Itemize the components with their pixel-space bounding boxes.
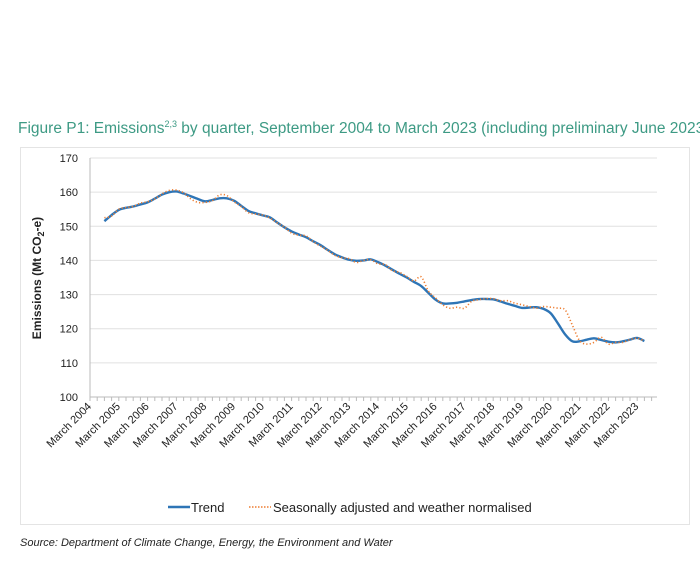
title-superscript: 2,3: [164, 119, 177, 129]
title-text-suffix: by quarter, September 2004 to March 2023…: [176, 120, 700, 138]
y-tick-label: 140: [60, 255, 78, 267]
y-tick-label: 170: [60, 153, 78, 165]
legend: Trend Seasonally adjusted and weather no…: [168, 500, 532, 515]
y-tick-label: 100: [60, 392, 78, 404]
y-tick-label: 160: [60, 187, 78, 199]
trend-line: [103, 190, 645, 344]
seasonal-line: [104, 189, 645, 346]
title-text: Figure P1: Emissions: [18, 120, 165, 138]
y-tick-label: 110: [60, 358, 78, 370]
y-axis-label: Emissions (Mt CO2-e): [30, 217, 46, 339]
legend-trend-label: Trend: [191, 500, 224, 515]
y-tick-label: 130: [60, 290, 78, 302]
legend-seasonal-label: Seasonally adjusted and weather normalis…: [273, 500, 532, 515]
y-tick-label: 150: [60, 221, 78, 233]
source-note: Source: Department of Climate Change, En…: [20, 537, 393, 549]
y-tick-label: 120: [60, 324, 78, 336]
chart-title: Figure P1: Emissions2,3 by quarter, Sept…: [18, 119, 700, 138]
chart-frame: [20, 147, 690, 525]
